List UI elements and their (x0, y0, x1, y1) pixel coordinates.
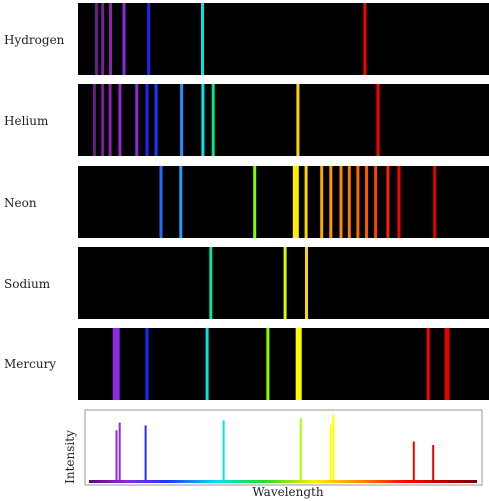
neon-line-14 (397, 166, 401, 238)
neon-spectrum-panel (78, 166, 489, 238)
hydrogen-line-3 (109, 3, 112, 75)
sodium-spectrum-group: Sodium (4, 247, 489, 319)
wavelength-spectrum-bar (89, 480, 477, 483)
helium-line-12 (376, 84, 380, 156)
helium-line-10 (211, 84, 215, 156)
mercury-line-2 (145, 328, 149, 400)
mercury-line-3 (205, 328, 209, 400)
neon-line-15 (433, 166, 437, 238)
helium-spectrum-group: Helium (4, 84, 489, 156)
hydrogen-line-6 (201, 3, 204, 75)
helium-line-6 (145, 84, 149, 156)
neon-label: Neon (4, 196, 37, 210)
intensity-plot-frame (84, 409, 483, 486)
neon-line-10 (356, 166, 360, 238)
hydrogen-line-1 (95, 3, 98, 75)
mercury-line-6 (426, 328, 430, 400)
mercury-line-1 (112, 328, 120, 400)
neon-line-9 (347, 166, 351, 238)
neon-line-5 (304, 166, 308, 238)
sodium-spectrum-panel (78, 247, 489, 319)
neon-line-8 (339, 166, 343, 238)
mercury-line-4 (266, 328, 270, 400)
sodium-line-3 (305, 247, 308, 319)
helium-line-7 (154, 84, 158, 156)
mercury-spectrum-group: Mercury (4, 328, 489, 400)
helium-label: Helium (4, 114, 49, 128)
neon-line-4 (292, 166, 299, 238)
hydrogen-spectrum-group: Hydrogen (4, 3, 489, 75)
hydrogen-line-4 (122, 3, 126, 75)
neon-line-1 (159, 166, 163, 238)
mercury-label: Mercury (4, 357, 56, 371)
wavelength-axis-label: Wavelength (252, 485, 323, 499)
neon-line-13 (386, 166, 390, 238)
hydrogen-line-2 (101, 3, 105, 75)
helium-line-4 (118, 84, 122, 156)
helium-line-11 (296, 84, 300, 156)
neon-line-11 (365, 166, 368, 238)
hydrogen-line-7 (363, 3, 367, 75)
hydrogen-lines (95, 3, 367, 75)
helium-line-1 (92, 84, 96, 156)
neon-line-2 (179, 166, 183, 238)
mercury-line-7 (444, 328, 450, 400)
helium-line-3 (108, 84, 112, 156)
neon-lines (159, 166, 437, 238)
helium-line-2 (101, 84, 105, 156)
helium-lines (92, 84, 380, 156)
neon-line-6 (320, 166, 324, 238)
mercury-lines (112, 328, 450, 400)
helium-line-9 (201, 84, 205, 156)
hydrogen-spectrum-panel (78, 3, 489, 75)
helium-line-8 (180, 84, 184, 156)
sodium-line-1 (209, 247, 213, 319)
mercury-line-5 (295, 328, 302, 400)
neon-line-12 (374, 166, 378, 238)
intensity-plot: Intensity Wavelength (63, 409, 483, 499)
sodium-label: Sodium (4, 277, 51, 291)
neon-line-3 (253, 166, 257, 238)
intensity-axis-label: Intensity (63, 430, 77, 484)
helium-line-5 (135, 84, 139, 156)
neon-line-7 (329, 166, 333, 238)
hydrogen-line-5 (147, 3, 151, 75)
intensity-peaks (115, 414, 435, 480)
sodium-lines (209, 247, 308, 319)
hydrogen-label: Hydrogen (4, 33, 65, 47)
neon-spectrum-group: Neon (4, 166, 489, 238)
helium-spectrum-panel (78, 84, 489, 156)
sodium-line-2 (283, 247, 287, 319)
